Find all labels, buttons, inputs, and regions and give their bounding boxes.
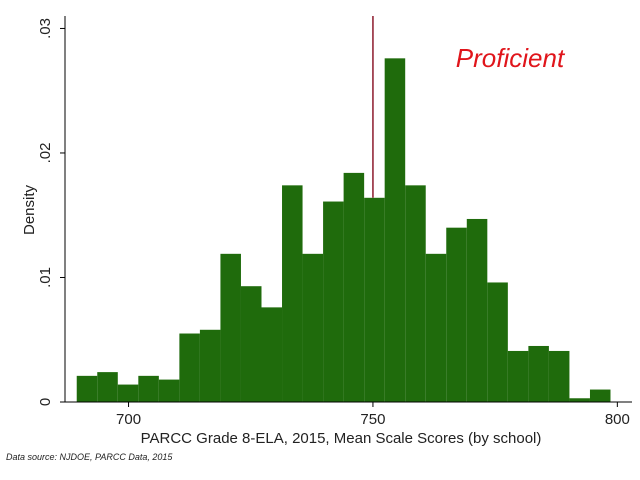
histogram-bar-11 bbox=[302, 253, 324, 402]
histogram-bar-25 bbox=[589, 389, 611, 402]
y-tick-label: 0 bbox=[37, 398, 54, 406]
histogram-bar-8 bbox=[240, 286, 262, 402]
proficient-annotation: Proficient bbox=[456, 43, 566, 73]
axes-group: 0 .01 .02 .03 700 750 800 bbox=[37, 16, 632, 428]
histogram-bar-0 bbox=[76, 375, 98, 402]
histogram-bar-19 bbox=[466, 218, 488, 402]
histogram-bar-18 bbox=[446, 227, 467, 402]
histogram-bar-4 bbox=[158, 379, 180, 402]
histogram-bar-23 bbox=[548, 350, 570, 402]
x-tick-label: 700 bbox=[116, 411, 141, 428]
histogram-bar-15 bbox=[384, 58, 406, 403]
bars-group bbox=[76, 58, 611, 403]
y-tick-label: .02 bbox=[37, 143, 54, 164]
histogram-bar-16 bbox=[405, 185, 426, 402]
histogram-bar-3 bbox=[138, 375, 159, 402]
histogram-bar-14 bbox=[364, 197, 385, 402]
histogram-bar-20 bbox=[487, 282, 508, 402]
histogram-bar-7 bbox=[220, 253, 241, 402]
source-note: Data source: NJDOE, PARCC Data, 2015 bbox=[6, 452, 173, 462]
histogram-bar-12 bbox=[323, 201, 344, 402]
histogram-bar-24 bbox=[569, 398, 590, 402]
histogram-bar-2 bbox=[117, 384, 139, 402]
x-axis-label: PARCC Grade 8-ELA, 2015, Mean Scale Scor… bbox=[141, 430, 542, 447]
histogram-bar-22 bbox=[528, 345, 549, 402]
histogram-bar-21 bbox=[507, 350, 529, 402]
histogram-bar-10 bbox=[282, 185, 303, 402]
histogram-bar-9 bbox=[261, 307, 283, 402]
histogram-bar-13 bbox=[343, 172, 365, 402]
histogram-bar-5 bbox=[179, 333, 200, 402]
histogram-bar-1 bbox=[97, 372, 118, 402]
histogram-bar-17 bbox=[425, 253, 447, 402]
y-axis-label: Density bbox=[21, 184, 38, 235]
y-tick-label: .01 bbox=[37, 267, 54, 288]
x-tick-label: 750 bbox=[360, 411, 385, 428]
x-tick-label: 800 bbox=[605, 411, 630, 428]
y-tick-label: .03 bbox=[37, 18, 54, 39]
histogram-bar-6 bbox=[199, 329, 221, 402]
